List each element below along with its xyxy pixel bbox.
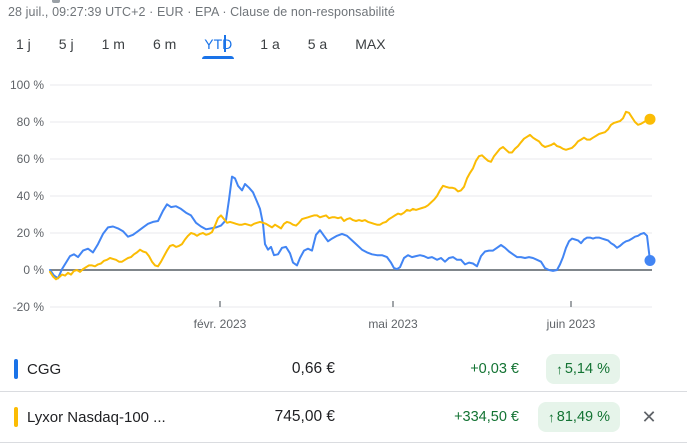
tab-5d[interactable]: 5 j xyxy=(58,36,74,52)
security-price: 0,66 € xyxy=(291,360,335,377)
watchlist-row-lyxor[interactable]: Lyxor Nasdaq-100 ... 745,00 € +334,50 € … xyxy=(0,391,687,443)
security-name-cell: CGG xyxy=(0,359,225,379)
price-change: +334,50 € xyxy=(454,409,519,425)
y-axis-label: 40 % xyxy=(17,189,45,203)
tab-1d[interactable]: 1 j xyxy=(16,36,31,52)
x-axis-label: juin 2023 xyxy=(546,317,596,331)
security-name: CGG xyxy=(27,360,62,378)
y-axis-label: 80 % xyxy=(17,115,45,129)
percent-change-badge: ↑ 81,49 % xyxy=(538,402,620,432)
y-axis-label: -20 % xyxy=(13,300,45,314)
text-cursor xyxy=(224,35,226,52)
cgg-end-dot xyxy=(644,255,656,266)
lyxor-end-dot xyxy=(644,113,656,125)
cropped-text-artifact xyxy=(52,0,60,3)
percent-change-value: 81,49 % xyxy=(556,409,610,425)
y-axis-label: 20 % xyxy=(17,226,45,240)
price-change: +0,03 € xyxy=(470,361,519,377)
watchlist: CGG 0,66 € +0,03 € ↑ 5,14 % Lyxor Nasdaq… xyxy=(0,347,687,443)
tab-6m[interactable]: 6 m xyxy=(152,36,177,52)
up-arrow-icon: ↑ xyxy=(556,361,563,377)
percent-change-badge: ↑ 5,14 % xyxy=(546,354,620,384)
security-price: 745,00 € xyxy=(274,408,335,425)
y-axis-label: 60 % xyxy=(17,152,45,166)
chart-canvas[interactable]: 100 % 80 % 60 % 40 % 20 % 0 % -20 % févr. 2023 m… xyxy=(0,0,687,342)
close-cell: ✕ xyxy=(620,408,687,426)
tab-1m[interactable]: 1 m xyxy=(101,36,125,52)
y-axis-label: 0 % xyxy=(23,263,44,277)
x-axis-label: févr. 2023 xyxy=(194,317,247,331)
x-axis-label: mai 2023 xyxy=(368,317,418,331)
percent-change-value: 5,14 % xyxy=(564,361,610,377)
quote-timestamp-currency-exchange: 28 juil., 09:27:39 UTC+2 · EUR · EPA · xyxy=(8,5,227,19)
disclaimer-link[interactable]: Clause de non-responsabilité xyxy=(230,5,395,19)
tab-1y[interactable]: 1 a xyxy=(260,36,280,52)
quote-meta-line: 28 juil., 09:27:39 UTC+2 · EUR · EPA · C… xyxy=(8,5,395,19)
series-color-marker-yellow xyxy=(14,407,18,427)
lyxor-series-line[interactable] xyxy=(49,110,651,281)
security-name: Lyxor Nasdaq-100 ... xyxy=(27,408,166,426)
tab-5y[interactable]: 5 a xyxy=(307,36,328,52)
percent-badge-cell: ↑ 5,14 % xyxy=(519,354,620,384)
time-range-tab-bar: 1 j 5 j 1 m 6 m YTD 1 a 5 a MAX xyxy=(2,30,400,59)
percent-badge-cell: ↑ 81,49 % xyxy=(519,402,620,432)
watchlist-row-cgg[interactable]: CGG 0,66 € +0,03 € ↑ 5,14 % xyxy=(0,347,687,391)
security-name-cell: Lyxor Nasdaq-100 ... xyxy=(0,407,225,427)
cgg-series-line[interactable] xyxy=(49,175,651,280)
tab-ytd[interactable]: YTD xyxy=(190,30,246,59)
close-icon[interactable]: ✕ xyxy=(641,407,657,427)
series-color-marker-blue xyxy=(14,359,18,379)
tab-max[interactable]: MAX xyxy=(355,36,386,52)
up-arrow-icon: ↑ xyxy=(548,409,555,425)
y-axis-label: 100 % xyxy=(10,78,44,92)
